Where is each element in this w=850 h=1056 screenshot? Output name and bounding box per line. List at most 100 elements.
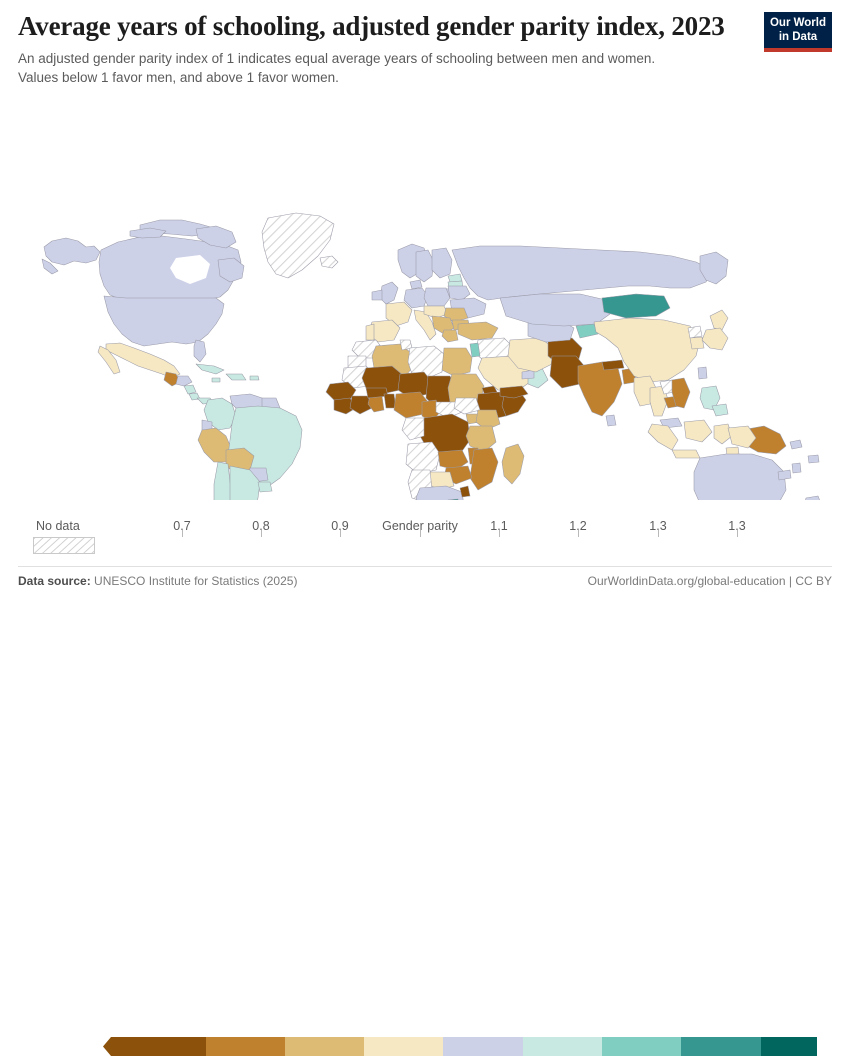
country-iceland[interactable] [319, 255, 339, 269]
country-nicaragua[interactable] [183, 384, 197, 395]
country-sierra-leone-liberia[interactable] [333, 397, 357, 415]
country-cote-divoire[interactable] [349, 395, 373, 415]
country-new-zealand-north[interactable] [804, 495, 822, 500]
legend-color-bar[interactable] [103, 1037, 817, 1056]
legend-tick-6 [658, 530, 659, 537]
country-israel-jordan[interactable] [469, 342, 481, 358]
region-europe [365, 243, 729, 343]
country-philippines-mindanao[interactable] [711, 403, 729, 417]
country-mali[interactable] [361, 365, 405, 395]
legend-bin-2[interactable] [285, 1037, 364, 1056]
country-mozambique[interactable] [469, 447, 499, 491]
country-jamaica[interactable] [211, 377, 221, 383]
license-link[interactable]: OurWorldinData.org/global-education | CC… [587, 574, 832, 588]
country-vanuatu[interactable] [791, 462, 802, 474]
country-vietnam[interactable] [671, 377, 691, 409]
country-mexico-baja[interactable] [97, 345, 121, 375]
country-solomon-islands[interactable] [789, 439, 803, 450]
country-yemen[interactable] [499, 385, 529, 399]
country-turkey[interactable] [457, 321, 499, 341]
country-south-africa[interactable] [415, 485, 464, 500]
country-eswatini[interactable] [459, 485, 471, 498]
world-choropleth-map[interactable] [0, 100, 850, 500]
country-japan[interactable] [709, 309, 729, 331]
legend-no-data-swatch[interactable] [33, 537, 95, 554]
country-denmark[interactable] [409, 279, 423, 290]
country-canada-hudson-bay [170, 255, 210, 284]
country-greece[interactable] [441, 329, 459, 343]
country-united-states[interactable] [43, 237, 101, 266]
country-cuba[interactable] [195, 363, 225, 375]
country-russia-kamchatka[interactable] [699, 251, 729, 285]
country-honduras[interactable] [175, 375, 193, 387]
country-taiwan[interactable] [697, 366, 708, 380]
country-congo-gabon[interactable] [401, 417, 425, 441]
country-poland[interactable] [423, 287, 451, 307]
country-indonesia-sumatra[interactable] [647, 423, 679, 451]
country-indonesia-sulawesi[interactable] [713, 423, 733, 445]
region-asia [469, 293, 740, 459]
legend-bin-5[interactable] [523, 1037, 602, 1056]
country-australia[interactable] [693, 453, 787, 500]
legend-bin-8[interactable] [761, 1037, 817, 1056]
country-haiti-dominican[interactable] [225, 373, 247, 381]
country-south-korea[interactable] [689, 336, 705, 350]
country-ireland[interactable] [371, 289, 383, 301]
country-togo-benin[interactable] [383, 393, 397, 409]
country-belarus[interactable] [447, 285, 471, 301]
country-indonesia-borneo[interactable] [683, 419, 713, 443]
country-angola[interactable] [405, 441, 441, 475]
country-kazakhstan[interactable] [499, 293, 611, 327]
country-united-kingdom[interactable] [379, 281, 399, 305]
country-alaska-panhandle[interactable] [41, 258, 59, 275]
legend-bin-7[interactable] [681, 1037, 761, 1056]
country-north-korea[interactable] [687, 325, 703, 339]
country-canada-victoria-island[interactable] [129, 227, 167, 239]
chart-header: Average years of schooling, adjusted gen… [18, 10, 832, 87]
country-fiji[interactable] [807, 454, 820, 464]
country-indonesia-java[interactable] [671, 449, 701, 459]
region-north-america [41, 212, 339, 405]
country-canada-labrador[interactable] [217, 257, 245, 283]
country-sweden[interactable] [415, 249, 435, 283]
legend-bin-1[interactable] [206, 1037, 285, 1056]
country-kenya[interactable] [475, 409, 501, 431]
country-zambia[interactable] [437, 449, 469, 471]
country-united-states-florida[interactable] [193, 339, 207, 363]
country-libya[interactable] [407, 345, 445, 379]
legend-tick-4 [499, 530, 500, 537]
country-lesotho[interactable] [447, 498, 459, 500]
country-south-sudan[interactable] [453, 397, 481, 415]
country-chile[interactable] [213, 461, 233, 500]
country-papua-west[interactable] [727, 425, 757, 449]
country-portugal[interactable] [365, 323, 375, 341]
country-estonia[interactable] [447, 273, 463, 283]
country-greenland[interactable] [261, 212, 335, 279]
legend-bin-6[interactable] [602, 1037, 681, 1056]
country-france[interactable] [385, 301, 413, 327]
country-sri-lanka[interactable] [605, 414, 617, 427]
country-united-states-mainland[interactable] [103, 295, 225, 347]
legend-tick-5 [578, 530, 579, 537]
country-kyrgyz-tajik[interactable] [575, 323, 599, 339]
country-finland[interactable] [431, 247, 453, 279]
country-mongolia[interactable] [601, 293, 671, 319]
country-new-caledonia[interactable] [777, 469, 792, 481]
country-ghana[interactable] [367, 395, 385, 413]
country-india[interactable] [577, 361, 623, 417]
country-madagascar[interactable] [501, 443, 525, 485]
country-egypt[interactable] [441, 347, 473, 377]
legend-bin-0[interactable] [103, 1037, 206, 1056]
country-nepal[interactable] [601, 359, 625, 371]
legend-bin-3[interactable] [364, 1037, 443, 1056]
country-china[interactable] [593, 317, 701, 383]
legend-bin-4[interactable] [443, 1037, 523, 1056]
legend-label-5: 1.2 [569, 519, 587, 533]
country-uruguay[interactable] [257, 481, 273, 493]
country-japan-honshu[interactable] [701, 327, 729, 351]
country-canada-baffin[interactable] [195, 225, 237, 249]
owid-logo[interactable]: Our World in Data [764, 12, 832, 52]
country-austria-hungary[interactable] [423, 305, 449, 319]
country-russia[interactable] [451, 245, 713, 301]
country-puerto-rico[interactable] [249, 375, 260, 381]
